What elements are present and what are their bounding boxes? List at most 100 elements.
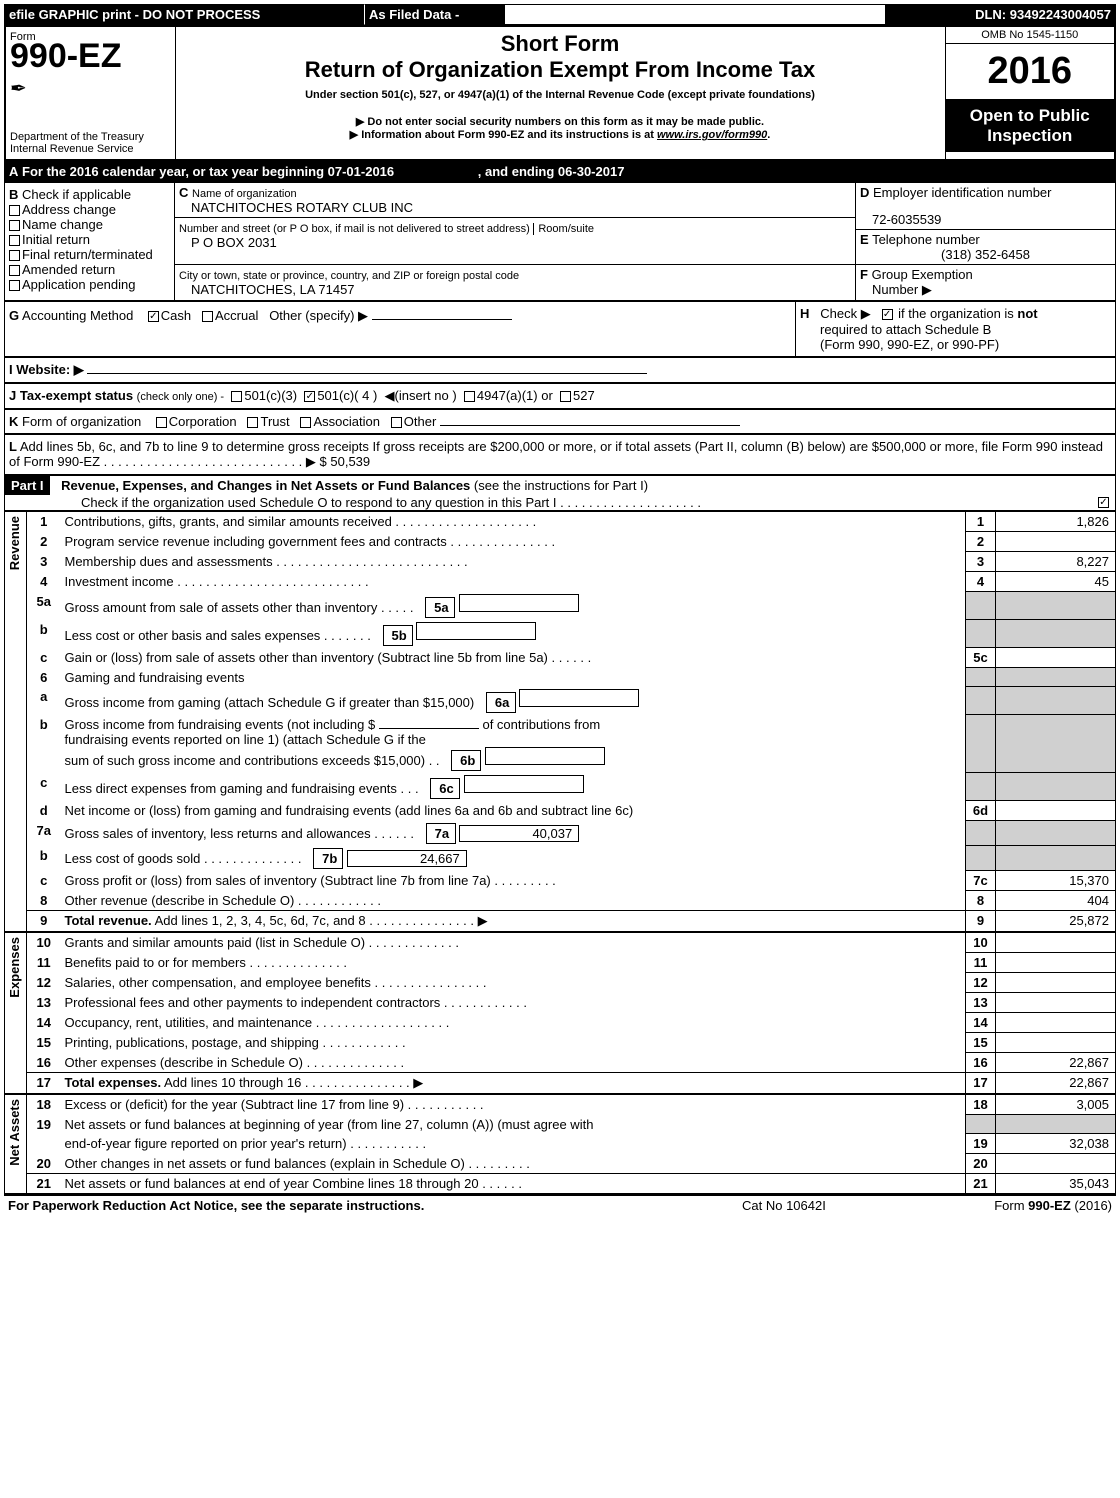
part1-header: Part I Revenue, Expenses, and Changes in… bbox=[4, 475, 1116, 511]
ln19-t: Net assets or fund balances at beginning… bbox=[61, 1115, 966, 1134]
ln19-t2: end-of-year figure reported on prior yea… bbox=[61, 1134, 966, 1154]
section-k: K Form of organization Corporation Trust… bbox=[4, 409, 1116, 434]
cb-other-org[interactable] bbox=[391, 417, 402, 428]
cb-h[interactable] bbox=[882, 309, 893, 320]
ln21-n: 21 bbox=[27, 1174, 61, 1194]
cb-501c[interactable] bbox=[304, 391, 315, 402]
ln6d-v bbox=[996, 801, 1116, 821]
ln6b-inl: 6b bbox=[451, 750, 481, 771]
dept-treasury: Department of the Treasury bbox=[10, 131, 171, 143]
ln19-rn: 19 bbox=[966, 1134, 996, 1154]
ln18-v: 3,005 bbox=[996, 1094, 1116, 1115]
tax-year: 2016 bbox=[946, 44, 1115, 100]
ln5c-n: c bbox=[27, 648, 61, 668]
f-label: F bbox=[860, 267, 868, 282]
side-expenses: Expenses bbox=[5, 933, 24, 1002]
lbl-cash: Cash bbox=[161, 308, 191, 323]
paperwork-notice: For Paperwork Reduction Act Notice, see … bbox=[8, 1198, 742, 1213]
e-label: E bbox=[860, 232, 869, 247]
irs-link[interactable]: www.irs.gov/form990 bbox=[657, 129, 767, 141]
ln13-rn: 13 bbox=[966, 993, 996, 1013]
ln18-t: Excess or (deficit) for the year (Subtra… bbox=[61, 1094, 966, 1115]
a-text: For the 2016 calendar year, or tax year … bbox=[22, 164, 394, 179]
ln7b-inl: 7b bbox=[313, 848, 343, 869]
ln3-n: 3 bbox=[27, 552, 61, 572]
cb-assoc[interactable] bbox=[300, 417, 311, 428]
ln6a-inv bbox=[519, 689, 639, 707]
gh-block: G Accounting Method Cash Accrual Other (… bbox=[4, 301, 1116, 357]
cb-corp[interactable] bbox=[156, 417, 167, 428]
form-ref-no: 990-EZ bbox=[1028, 1198, 1071, 1213]
ln12-n: 12 bbox=[27, 973, 61, 993]
ln16-rn: 16 bbox=[966, 1053, 996, 1073]
ln7b-inv: 24,667 bbox=[347, 850, 467, 867]
cb-accrual[interactable] bbox=[202, 311, 213, 322]
ln17-t: Total expenses. bbox=[65, 1075, 162, 1090]
top-bar: efile GRAPHIC print - DO NOT PROCESS As … bbox=[4, 4, 1116, 25]
ln4-t: Investment income . . . . . . . . . . . … bbox=[61, 572, 966, 592]
cb-amended[interactable] bbox=[9, 265, 20, 276]
ln13-n: 13 bbox=[27, 993, 61, 1013]
note-info: ▶ Information about Form 990-EZ and its … bbox=[350, 129, 657, 141]
lbl-final: Final return/terminated bbox=[22, 247, 153, 262]
inspection: Inspection bbox=[987, 126, 1072, 145]
ln17-v: 22,867 bbox=[996, 1073, 1116, 1095]
cb-address-change[interactable] bbox=[9, 205, 20, 216]
ln17-rn: 17 bbox=[966, 1073, 996, 1095]
ln15-n: 15 bbox=[27, 1033, 61, 1053]
ln6-n: 6 bbox=[27, 668, 61, 687]
part1-label: Part I bbox=[5, 476, 50, 495]
cb-trust[interactable] bbox=[247, 417, 258, 428]
ln4-rn: 4 bbox=[966, 572, 996, 592]
section-a: A For the 2016 calendar year, or tax yea… bbox=[4, 161, 1116, 182]
cb-initial[interactable] bbox=[9, 235, 20, 246]
ln2-rn: 2 bbox=[966, 532, 996, 552]
cb-527[interactable] bbox=[560, 391, 571, 402]
ln6a-inl: 6a bbox=[486, 692, 516, 713]
ln7a-t: Gross sales of inventory, less returns a… bbox=[65, 826, 414, 841]
cb-cash[interactable] bbox=[148, 311, 159, 322]
ln6b-n: b bbox=[27, 715, 61, 773]
irs-label: Internal Revenue Service bbox=[10, 143, 171, 155]
note-ssn: ▶ Do not enter social security numbers o… bbox=[184, 115, 937, 128]
ln6c-inv bbox=[464, 775, 584, 793]
b-label: B bbox=[9, 187, 18, 202]
ln5a-n: 5a bbox=[27, 592, 61, 620]
form-ref: Form bbox=[994, 1198, 1028, 1213]
cb-name-change[interactable] bbox=[9, 220, 20, 231]
form-number: 990-EZ bbox=[10, 37, 171, 76]
ln19-v: 32,038 bbox=[996, 1134, 1116, 1154]
cat-no: Cat No 10642I bbox=[742, 1198, 942, 1213]
cb-part1-scho[interactable] bbox=[1098, 497, 1109, 508]
ln6b-t2: of contributions from bbox=[482, 717, 600, 732]
section-i: I Website: ▶ bbox=[4, 357, 1116, 383]
ln10-n: 10 bbox=[27, 932, 61, 953]
g-label: G bbox=[9, 308, 19, 323]
ln16-n: 16 bbox=[27, 1053, 61, 1073]
ln9-t: Total revenue. bbox=[65, 913, 152, 928]
org-name: NATCHITOCHES ROTARY CLUB INC bbox=[179, 200, 413, 215]
h-label: H bbox=[800, 306, 809, 321]
lbl-address-change: Address change bbox=[22, 202, 116, 217]
lbl-name-change: Name change bbox=[22, 217, 103, 232]
ln21-v: 35,043 bbox=[996, 1174, 1116, 1194]
ln12-v bbox=[996, 973, 1116, 993]
lbl-4947: 4947(a)(1) or bbox=[477, 388, 553, 403]
cb-4947[interactable] bbox=[464, 391, 475, 402]
ln16-t: Other expenses (describe in Schedule O) … bbox=[61, 1053, 966, 1073]
lbl-insert: ◀(insert no ) bbox=[385, 388, 457, 403]
cb-pending[interactable] bbox=[9, 280, 20, 291]
ln20-t: Other changes in net assets or fund bala… bbox=[61, 1154, 966, 1174]
ln5a-inl: 5a bbox=[425, 597, 455, 618]
ln6b-t4: sum of such gross income and contributio… bbox=[65, 753, 440, 768]
ln1-n: 1 bbox=[27, 512, 61, 532]
addr-label: Number and street (or P O box, if mail i… bbox=[179, 223, 530, 235]
city-value: NATCHITOCHES, LA 71457 bbox=[179, 282, 355, 297]
ln8-rn: 8 bbox=[966, 891, 996, 911]
cb-final[interactable] bbox=[9, 250, 20, 261]
cb-501c3[interactable] bbox=[231, 391, 242, 402]
k-label: K bbox=[9, 414, 18, 429]
j-note: (check only one) - bbox=[137, 391, 224, 403]
ln7b-n: b bbox=[27, 846, 61, 871]
f-title: Group Exemption bbox=[872, 267, 973, 282]
